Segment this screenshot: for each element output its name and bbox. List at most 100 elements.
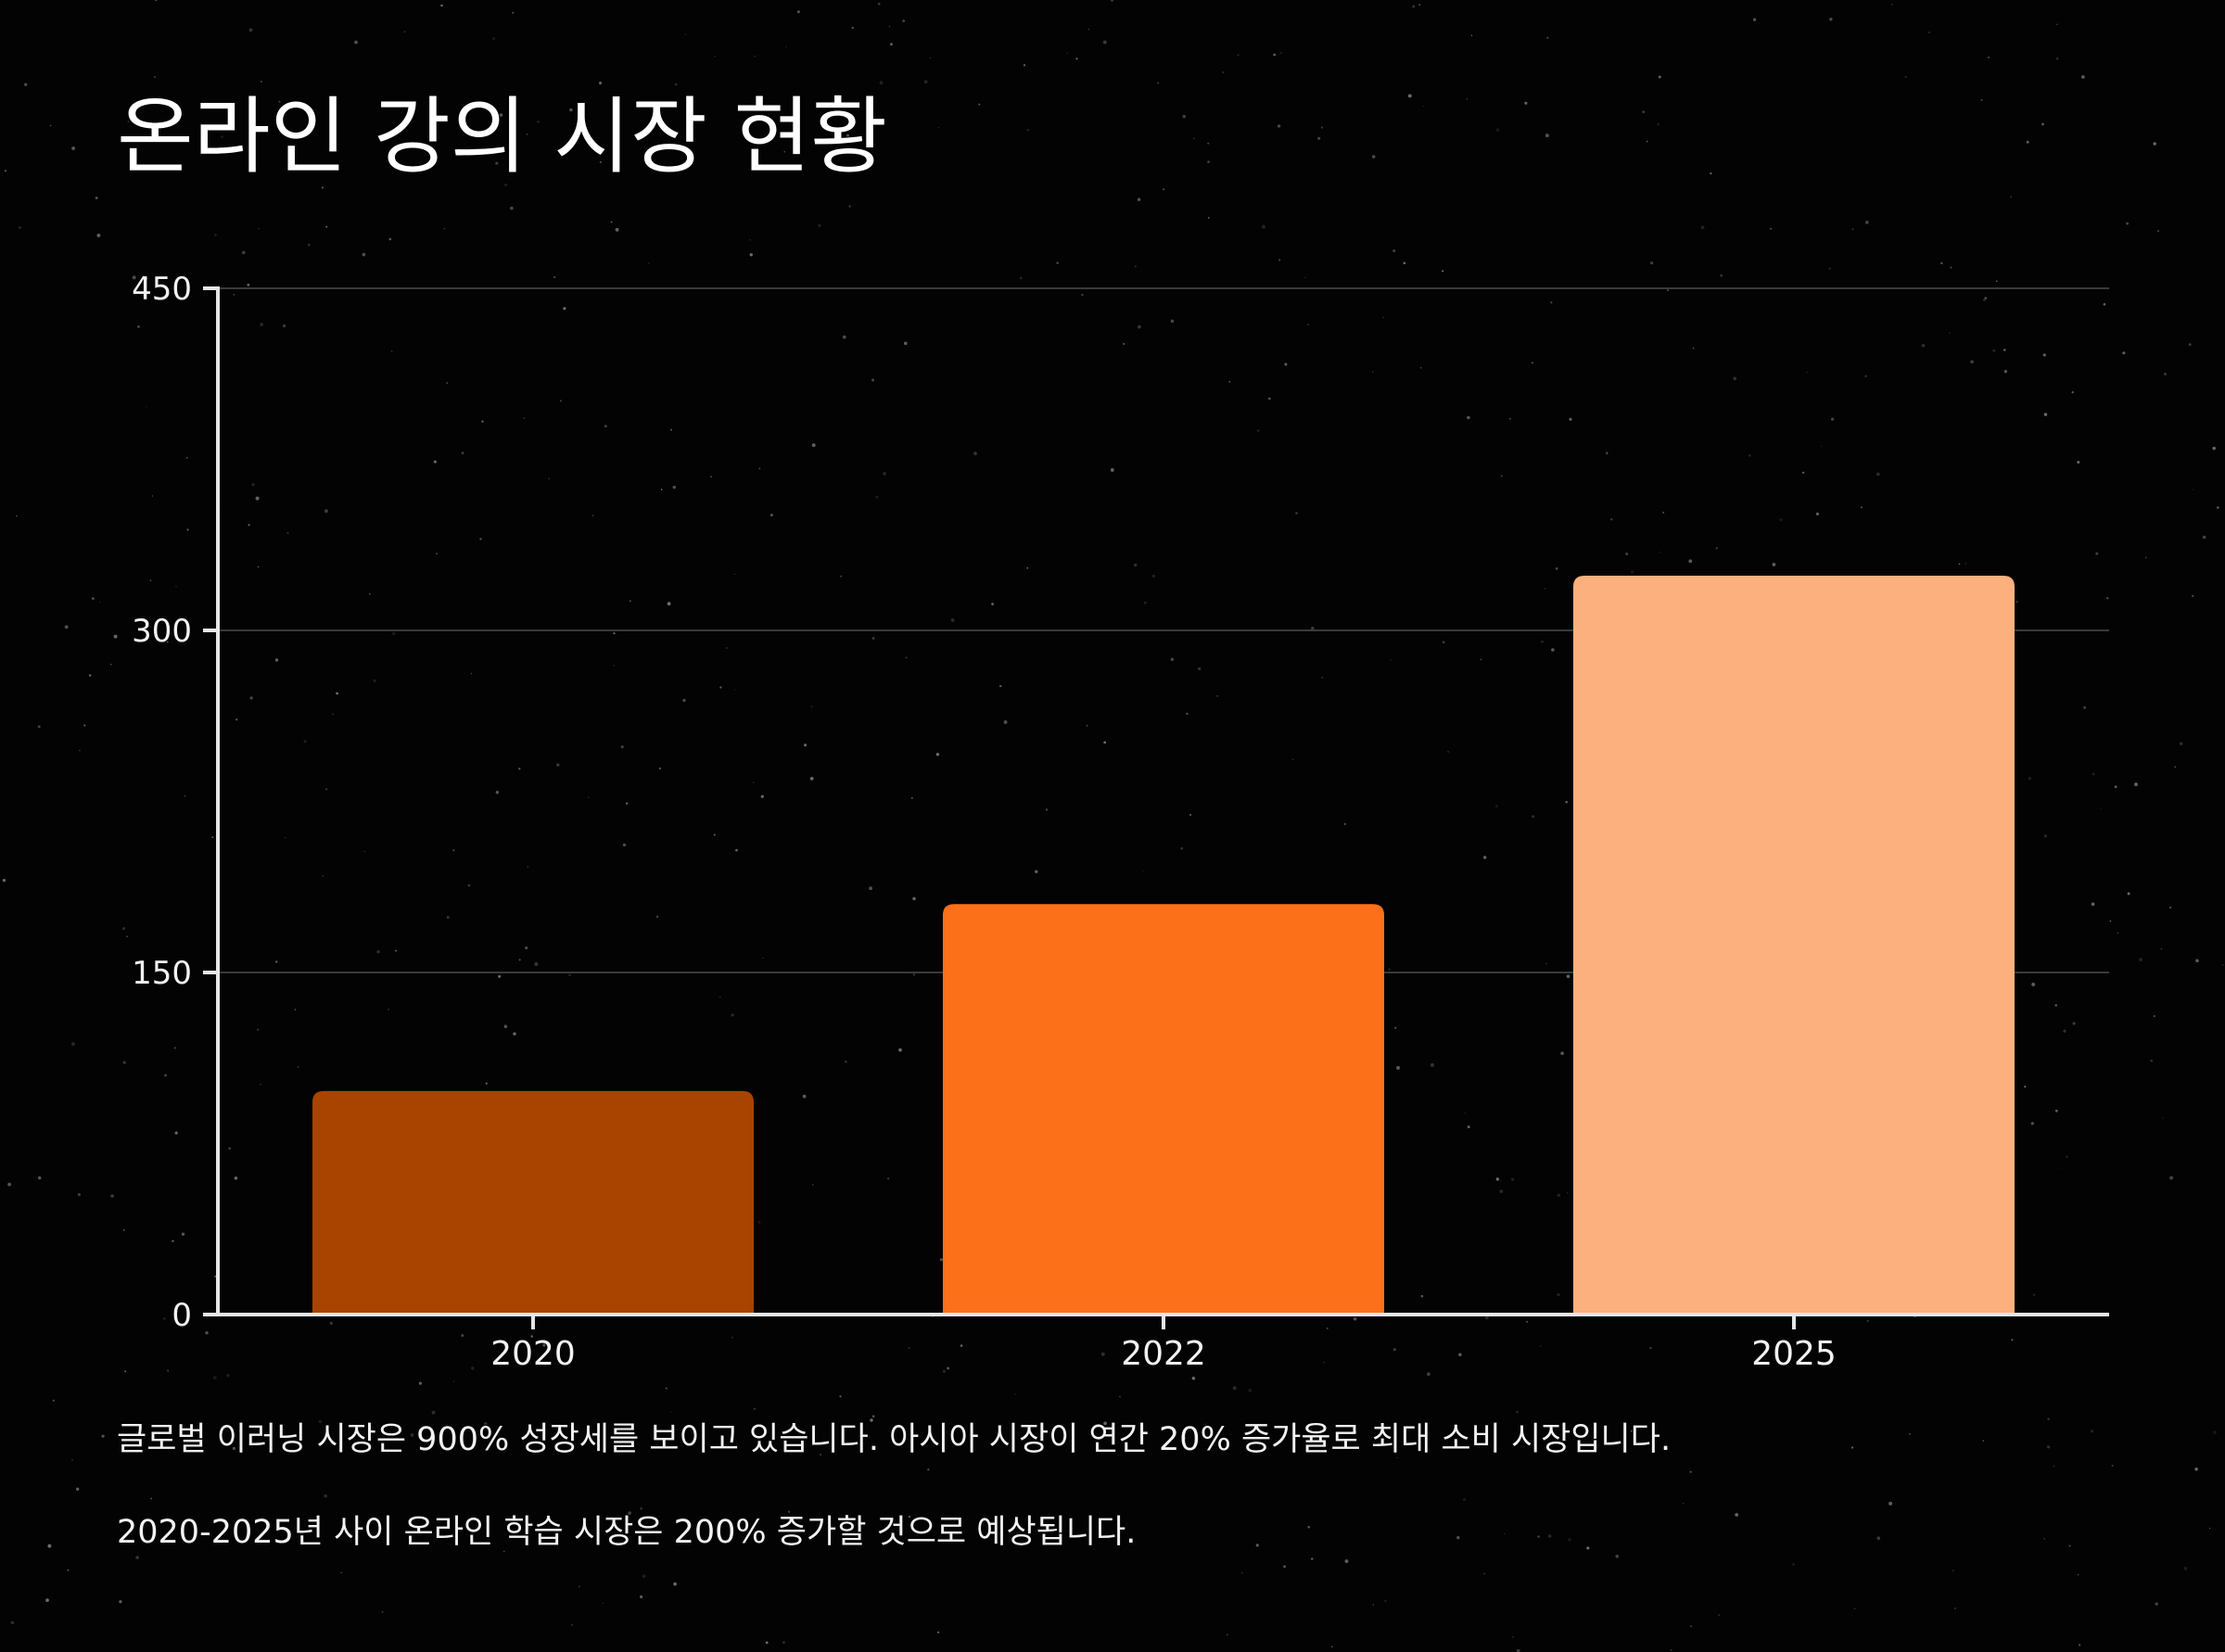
star-speck bbox=[127, 121, 130, 123]
y-tick-label: 0 bbox=[172, 1297, 192, 1334]
star-speck bbox=[228, 1147, 232, 1150]
star-speck bbox=[2054, 1004, 2058, 1007]
star-speck bbox=[1772, 563, 1776, 566]
star-speck bbox=[765, 1641, 769, 1645]
star-speck bbox=[392, 631, 396, 636]
star-speck bbox=[1949, 332, 1951, 334]
star-speck bbox=[2, 878, 6, 883]
star-speck bbox=[1419, 367, 1422, 369]
star-speck bbox=[340, 1571, 342, 1574]
star-speck bbox=[1547, 1534, 1552, 1538]
star-speck bbox=[1958, 563, 1961, 565]
star-speck bbox=[2011, 1339, 2014, 1341]
star-speck bbox=[840, 575, 843, 578]
star-speck bbox=[1371, 155, 1376, 159]
star-speck bbox=[2212, 446, 2216, 451]
star-speck bbox=[47, 1544, 52, 1548]
star-speck bbox=[1273, 53, 1277, 57]
star-speck bbox=[2066, 1155, 2068, 1159]
star-speck bbox=[912, 896, 916, 901]
star-speck bbox=[875, 495, 879, 499]
star-speck bbox=[669, 428, 673, 431]
star-speck bbox=[1207, 217, 1210, 219]
star-speck bbox=[629, 600, 631, 603]
star-speck bbox=[373, 679, 376, 682]
star-speck bbox=[1326, 1327, 1329, 1330]
star-speck bbox=[898, 1048, 902, 1052]
bar-2022 bbox=[943, 904, 1384, 1315]
star-speck bbox=[1512, 1636, 1514, 1638]
star-speck bbox=[1864, 221, 1869, 224]
star-speck bbox=[658, 767, 661, 770]
star-speck bbox=[491, 36, 496, 41]
star-speck bbox=[613, 665, 615, 667]
star-speck bbox=[1392, 1348, 1396, 1352]
star-speck bbox=[2072, 1022, 2076, 1025]
star-speck bbox=[2028, 777, 2031, 781]
star-speck bbox=[1555, 567, 1558, 570]
star-speck bbox=[1394, 1026, 1397, 1029]
star-speck bbox=[1466, 97, 1468, 100]
star-speck bbox=[1642, 110, 1646, 113]
star-speck bbox=[174, 1131, 178, 1135]
star-speck bbox=[731, 1013, 734, 1017]
star-speck bbox=[101, 1434, 105, 1438]
star-speck bbox=[1667, 289, 1669, 291]
star-speck bbox=[809, 777, 814, 781]
star-speck bbox=[1232, 1386, 1237, 1391]
star-speck bbox=[1657, 122, 1660, 126]
star-speck bbox=[2053, 1465, 2055, 1468]
star-speck bbox=[1545, 133, 1549, 138]
star-speck bbox=[559, 400, 563, 402]
star-speck bbox=[241, 250, 246, 255]
star-speck bbox=[495, 790, 500, 794]
star-speck bbox=[76, 1487, 80, 1491]
star-speck bbox=[332, 713, 335, 716]
star-speck bbox=[418, 1381, 422, 1385]
star-speck bbox=[886, 1177, 890, 1180]
star-speck bbox=[2047, 1417, 2050, 1420]
star-speck bbox=[2117, 932, 2119, 934]
star-speck bbox=[2183, 1567, 2188, 1570]
star-speck bbox=[1056, 261, 1060, 264]
star-speck bbox=[845, 1060, 847, 1063]
star-speck bbox=[1508, 417, 1511, 420]
star-speck bbox=[568, 973, 571, 977]
star-speck bbox=[842, 335, 846, 339]
star-speck bbox=[257, 565, 260, 568]
star-speck bbox=[1412, 5, 1416, 8]
star-speck bbox=[1343, 822, 1347, 826]
star-speck bbox=[325, 788, 328, 791]
star-speck bbox=[1372, 371, 1374, 373]
star-speck bbox=[787, 1510, 791, 1513]
star-speck bbox=[467, 883, 471, 887]
star-speck bbox=[527, 866, 529, 868]
star-speck bbox=[1081, 293, 1084, 297]
star-speck bbox=[1982, 1440, 1985, 1442]
star-speck bbox=[1670, 1648, 1672, 1652]
star-speck bbox=[870, 1418, 873, 1422]
star-speck bbox=[1157, 82, 1159, 84]
star-speck bbox=[760, 794, 764, 798]
star-speck bbox=[79, 749, 81, 752]
star-speck bbox=[1769, 227, 1773, 230]
star-speck bbox=[2042, 353, 2046, 357]
star-speck bbox=[1650, 261, 1654, 265]
star-speck bbox=[452, 1380, 455, 1383]
star-speck bbox=[2046, 1445, 2051, 1449]
star-speck bbox=[883, 472, 886, 476]
star-speck bbox=[2057, 1167, 2059, 1170]
star-speck bbox=[2003, 370, 2008, 374]
star-speck bbox=[1026, 128, 1030, 132]
star-speck bbox=[1237, 54, 1240, 57]
star-speck bbox=[2083, 705, 2087, 709]
star-speck bbox=[1384, 1599, 1387, 1602]
star-speck bbox=[354, 40, 358, 44]
star-speck bbox=[1682, 1503, 1685, 1505]
star-speck bbox=[325, 225, 328, 228]
star-speck bbox=[512, 11, 515, 15]
star-speck bbox=[2127, 892, 2130, 896]
star-speck bbox=[1464, 1112, 1467, 1114]
star-speck bbox=[499, 113, 503, 117]
star-speck bbox=[1103, 741, 1107, 744]
